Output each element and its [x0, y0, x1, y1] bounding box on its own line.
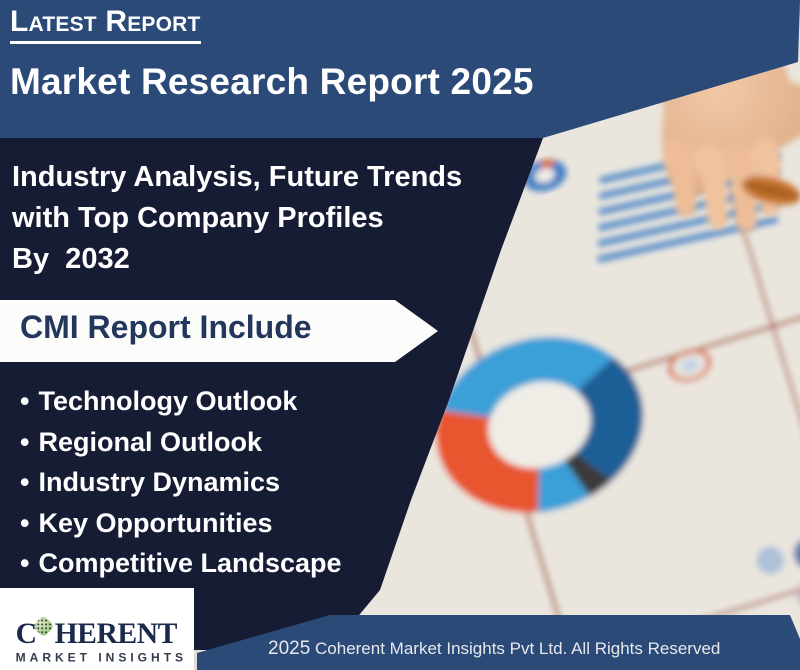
svg-text:MARKET INSIGHTS: MARKET INSIGHTS: [16, 650, 187, 664]
svg-text:HERENT: HERENT: [55, 618, 178, 650]
svg-text:C: C: [16, 618, 37, 650]
